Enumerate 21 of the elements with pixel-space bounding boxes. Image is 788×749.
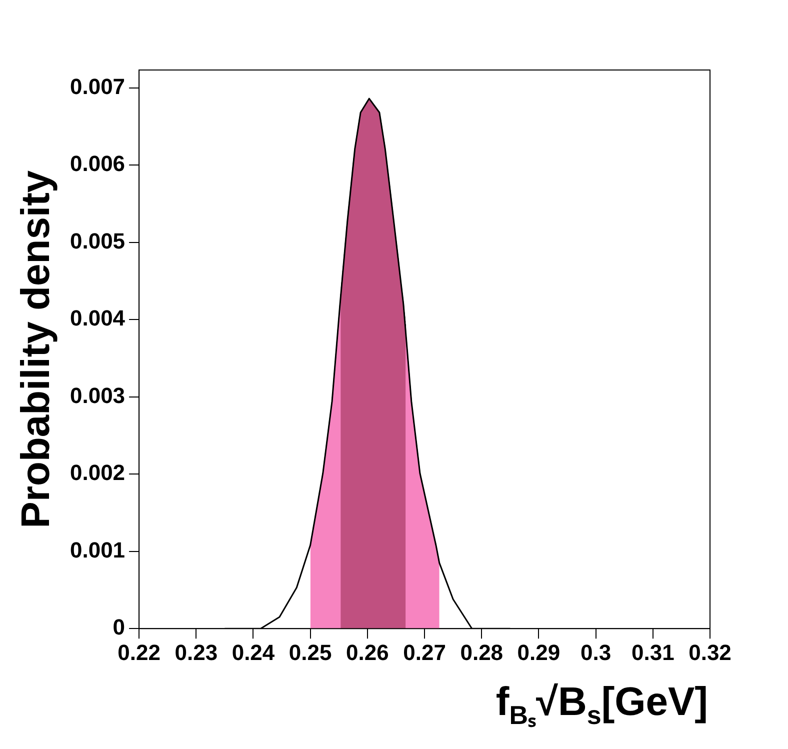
- y-tick-label: 0.007: [70, 74, 126, 99]
- x-axis-title: f$_{Bₛ}$√B$_{s}$[GeV]: [496, 680, 708, 732]
- x-tick-label: 0.32: [688, 640, 732, 665]
- x-tick-label: 0.29: [517, 640, 560, 665]
- x-tick-label: 0.26: [346, 640, 389, 665]
- y-tick-label: 0.001: [70, 537, 126, 562]
- x-tick-label: 0.31: [631, 640, 674, 665]
- x-tick-label: 0.27: [403, 640, 446, 665]
- y-tick-label: 0.006: [70, 151, 126, 176]
- x-tick-label: 0.25: [288, 640, 332, 665]
- x-tick-label: 0.22: [118, 640, 160, 665]
- x-tick-label: 0.28: [460, 640, 504, 665]
- y-tick-label: 0.005: [70, 228, 126, 254]
- y-tick-label: 0.003: [70, 382, 126, 408]
- y-tick-label: 0.002: [70, 460, 126, 486]
- x-tick-label: 0.24: [232, 640, 276, 665]
- y-tick-label: 0.004: [70, 306, 126, 331]
- x-tick-label: 0.3: [580, 640, 612, 665]
- y-tick-label: 0: [112, 614, 126, 640]
- x-tick-label: 0.23: [174, 640, 218, 665]
- y-axis-title: Probability density: [14, 170, 58, 528]
